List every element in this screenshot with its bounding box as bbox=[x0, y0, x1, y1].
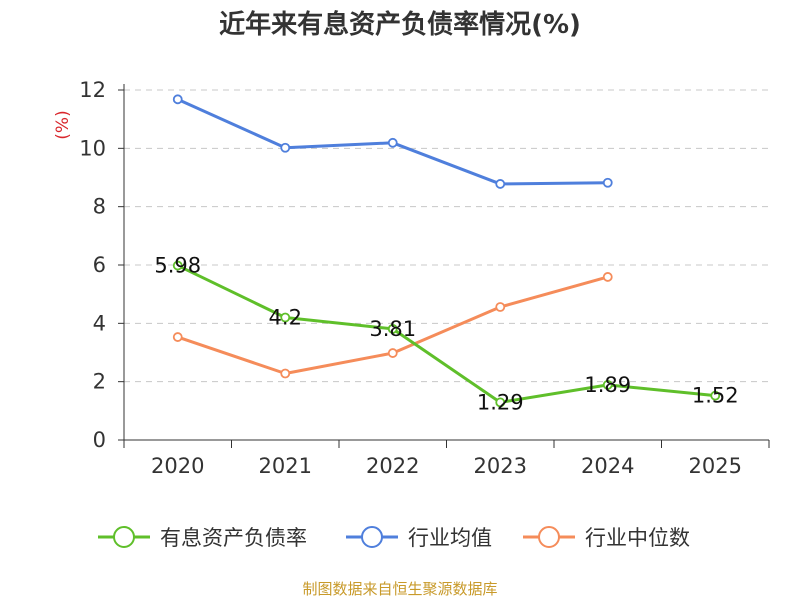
data-point bbox=[602, 272, 613, 282]
x-tick-label: 2020 bbox=[151, 454, 204, 478]
y-tick-label: 10 bbox=[79, 136, 106, 160]
x-tick-label: 2022 bbox=[366, 454, 419, 478]
legend-swatch-marker bbox=[538, 526, 560, 548]
legend-label: 有息资产负债率 bbox=[160, 526, 307, 550]
legend-label: 行业中位数 bbox=[585, 526, 690, 550]
data-label: 1.89 bbox=[584, 373, 631, 397]
x-tick-label: 2023 bbox=[474, 454, 527, 478]
data-point bbox=[602, 177, 613, 188]
y-tick-label: 6 bbox=[93, 253, 106, 277]
data-point bbox=[280, 142, 291, 153]
legend-item-1: 有息资产负债率 bbox=[98, 526, 307, 550]
data-point bbox=[710, 390, 721, 401]
data-point bbox=[495, 179, 506, 189]
data-point bbox=[495, 397, 506, 408]
data-point bbox=[172, 332, 183, 342]
y-axis-unit: (%) bbox=[53, 110, 73, 139]
y-tick-label: 0 bbox=[93, 428, 106, 452]
series-2 bbox=[172, 94, 613, 189]
y-tick-label: 12 bbox=[79, 78, 106, 102]
data-point bbox=[172, 260, 183, 271]
y-tick-label: 2 bbox=[93, 370, 106, 394]
data-label: 3.81 bbox=[369, 317, 416, 341]
source-note: 制图数据来自恒生聚源数据库 bbox=[302, 580, 497, 598]
series-1: 5.98 4.2 3.81 1.29 1.89 1.52 bbox=[154, 254, 738, 415]
chart-title: 近年来有息资产负债率情况(%) bbox=[219, 9, 581, 40]
x-tick-label: 2025 bbox=[689, 454, 742, 478]
data-point bbox=[602, 379, 613, 390]
data-point bbox=[387, 323, 398, 334]
y-tick-label: 8 bbox=[93, 195, 106, 219]
data-point bbox=[495, 302, 506, 312]
series-layer: 5.98 4.2 3.81 1.29 1.89 1.52 bbox=[154, 94, 739, 415]
legend: 有息资产负债率 行业均值 行业中位数 bbox=[98, 526, 690, 550]
legend-swatch-marker bbox=[113, 526, 135, 548]
legend-item-3: 行业中位数 bbox=[523, 526, 690, 550]
data-point bbox=[387, 348, 398, 358]
y-tick-label: 4 bbox=[93, 311, 106, 335]
data-point bbox=[172, 94, 183, 105]
data-label: 1.52 bbox=[692, 384, 739, 408]
data-label: 1.29 bbox=[477, 390, 524, 414]
data-point bbox=[280, 312, 291, 323]
x-tick-label: 2024 bbox=[581, 454, 634, 478]
series-3 bbox=[172, 272, 613, 379]
data-label: 5.98 bbox=[154, 254, 201, 278]
series-line bbox=[177, 264, 716, 404]
data-label: 4.2 bbox=[269, 306, 302, 330]
legend-label: 行业均值 bbox=[408, 526, 492, 550]
x-tick-label: 2021 bbox=[259, 454, 312, 478]
grid-lines bbox=[124, 89, 769, 383]
legend-swatch-marker bbox=[361, 526, 383, 548]
axes: 0 2 4 6 8 10 12 2020 2021 2022 2023 2024 2025 bbox=[79, 78, 770, 478]
data-point bbox=[280, 368, 291, 379]
legend-item-2: 行业均值 bbox=[346, 526, 492, 550]
data-point bbox=[387, 137, 398, 148]
